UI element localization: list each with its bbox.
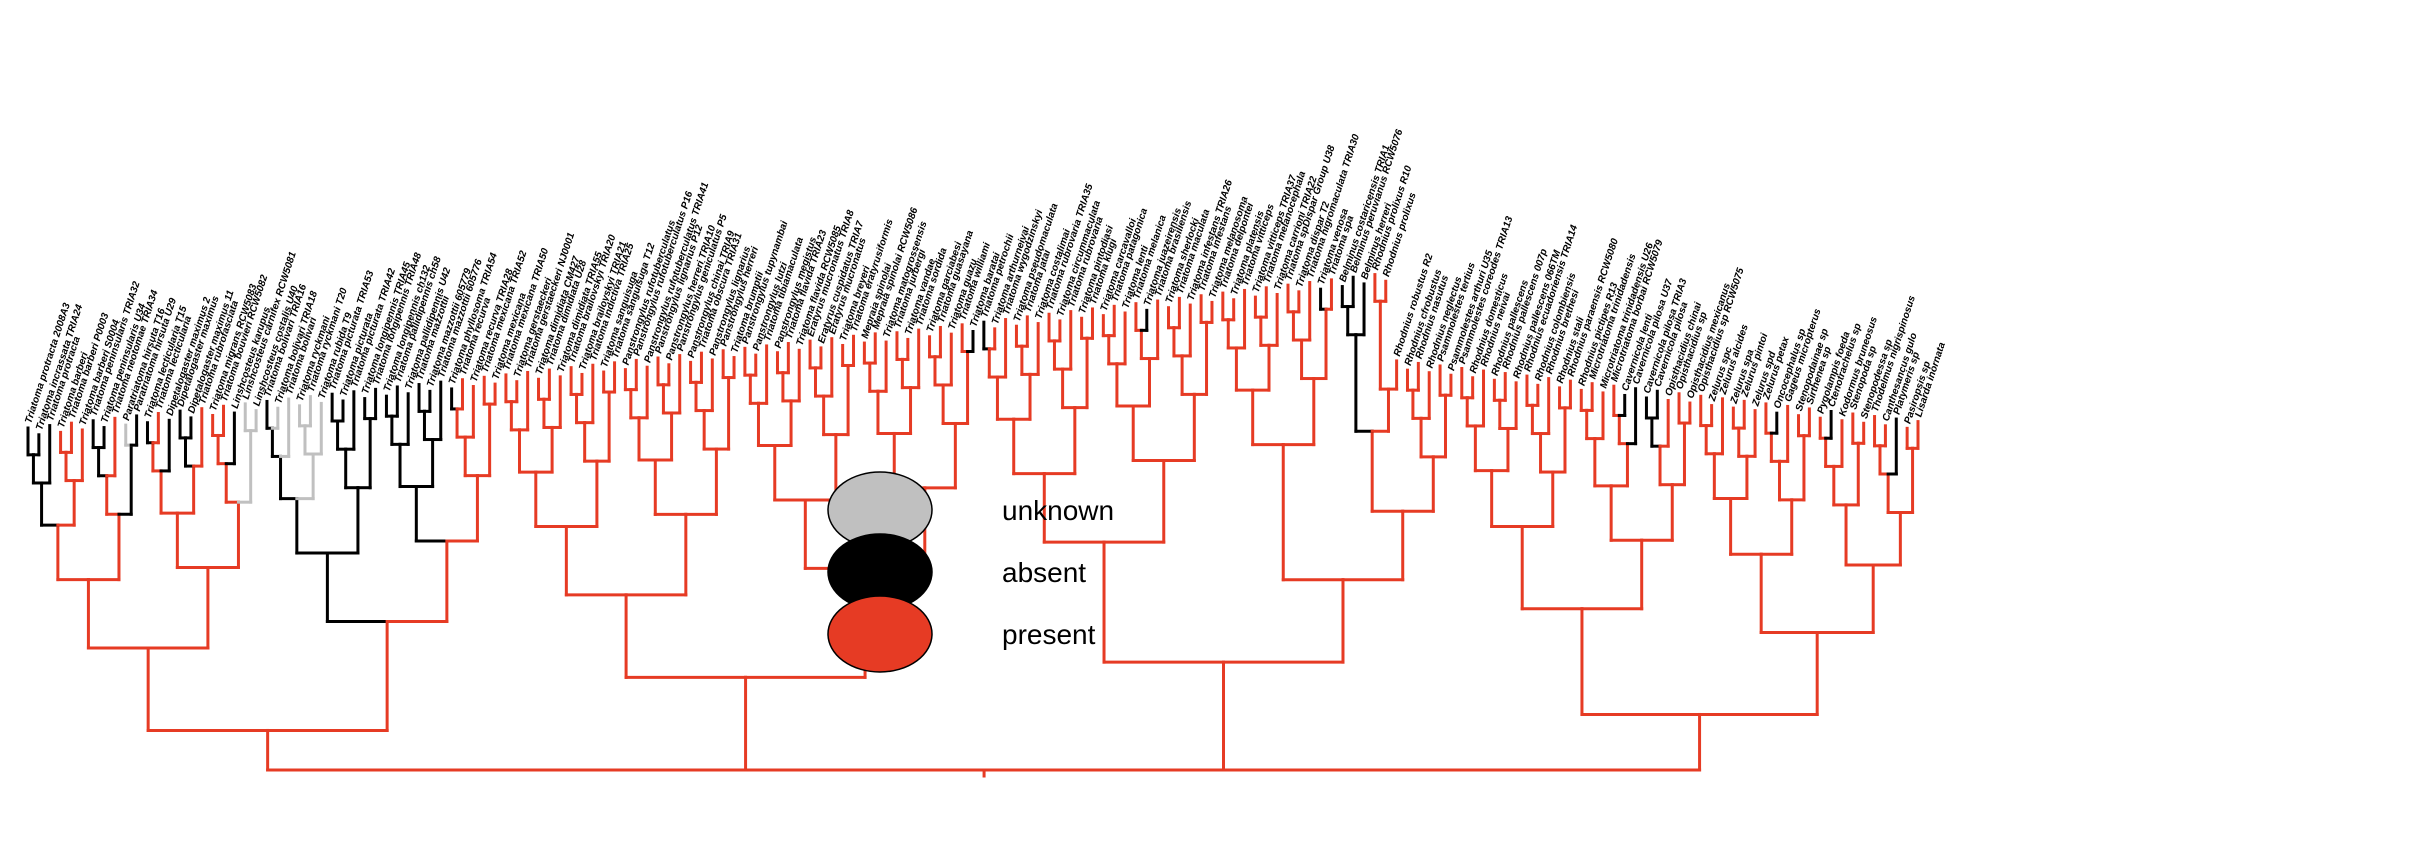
legend: unknown absent present [827,471,1114,673]
legend-swatch-present [827,595,933,673]
tree-branches [26,273,1920,778]
legend-label-present: present [1002,619,1096,650]
legend-label-absent: absent [1002,557,1086,588]
legend-label-unknown: unknown [1002,495,1114,526]
